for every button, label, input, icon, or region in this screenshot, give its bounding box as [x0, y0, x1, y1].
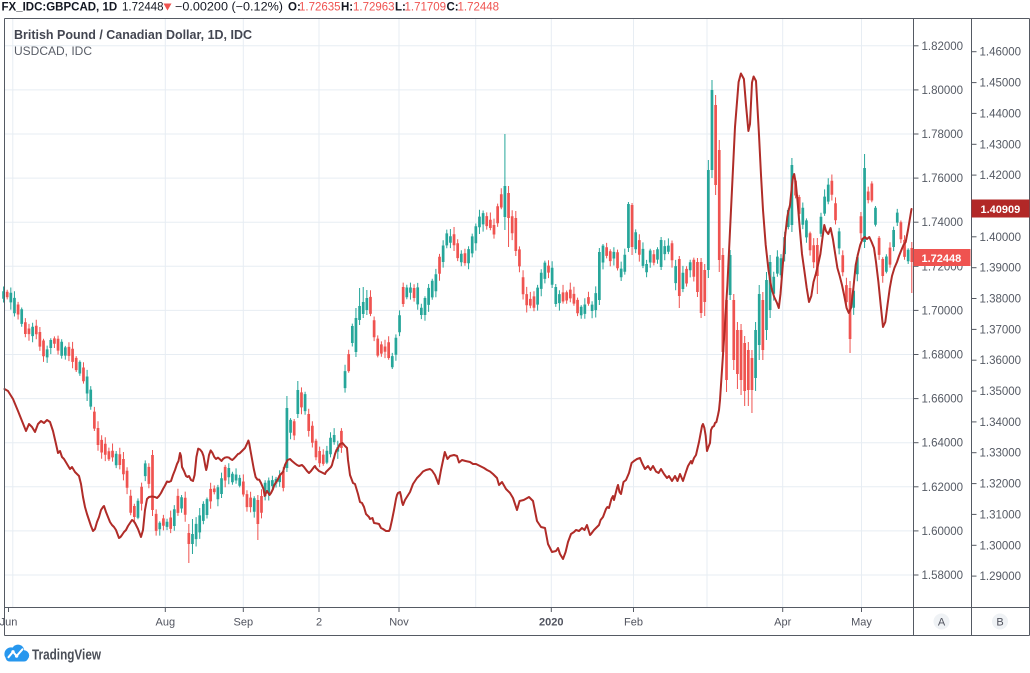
svg-text:May: May	[851, 617, 872, 629]
svg-text:1.76000: 1.76000	[922, 173, 964, 185]
svg-text:A: A	[938, 617, 946, 629]
svg-text:2020: 2020	[539, 617, 563, 629]
svg-text:1.40909: 1.40909	[981, 204, 1021, 216]
svg-text:1.40000: 1.40000	[980, 232, 1022, 244]
svg-text:1.42000: 1.42000	[980, 170, 1022, 182]
svg-text:1.82000: 1.82000	[922, 41, 964, 53]
svg-text:1.68000: 1.68000	[922, 350, 964, 362]
svg-text:FX_IDC:GBPCAD, 1D: FX_IDC:GBPCAD, 1D	[2, 2, 118, 14]
svg-text:Apr: Apr	[774, 617, 791, 629]
svg-text:1.37000: 1.37000	[980, 324, 1022, 336]
svg-text:L:: L:	[395, 2, 406, 14]
svg-text:TradingView: TradingView	[32, 647, 101, 664]
svg-text:1.72448: 1.72448	[922, 253, 962, 265]
svg-text:1.72448: 1.72448	[458, 2, 500, 14]
svg-text:1.80000: 1.80000	[922, 85, 964, 97]
svg-text:1.45000: 1.45000	[980, 78, 1022, 90]
svg-text:B: B	[996, 617, 1003, 629]
svg-text:Jun: Jun	[0, 617, 17, 629]
svg-text:1.29000: 1.29000	[980, 571, 1022, 583]
svg-text:1.32000: 1.32000	[980, 479, 1022, 491]
svg-text:1.78000: 1.78000	[922, 129, 964, 141]
svg-text:1.66000: 1.66000	[922, 394, 964, 406]
svg-text:1.72963: 1.72963	[353, 2, 395, 14]
svg-text:1.46000: 1.46000	[980, 47, 1022, 59]
svg-text:1.35000: 1.35000	[980, 386, 1022, 398]
svg-text:USDCAD, IDC: USDCAD, IDC	[14, 44, 92, 58]
svg-text:1.70000: 1.70000	[922, 305, 964, 317]
svg-text:1.30000: 1.30000	[980, 540, 1022, 552]
svg-text:1.34000: 1.34000	[980, 417, 1022, 429]
svg-text:1.33000: 1.33000	[980, 448, 1022, 460]
svg-text:1.31000: 1.31000	[980, 509, 1022, 521]
svg-text:1.72635: 1.72635	[299, 2, 341, 14]
svg-text:1.62000: 1.62000	[922, 482, 964, 494]
svg-text:1.72448: 1.72448	[122, 2, 164, 14]
svg-text:1.60000: 1.60000	[922, 526, 964, 538]
svg-text:Sep: Sep	[234, 617, 254, 629]
svg-text:1.39000: 1.39000	[980, 263, 1022, 275]
svg-text:H:: H:	[341, 2, 353, 14]
svg-text:Aug: Aug	[156, 617, 176, 629]
svg-text:1.58000: 1.58000	[922, 570, 964, 582]
svg-text:British Pound / Canadian Dolla: British Pound / Canadian Dollar, 1D, IDC	[14, 27, 253, 42]
svg-text:1.43000: 1.43000	[980, 139, 1022, 151]
svg-text:1.38000: 1.38000	[980, 294, 1022, 306]
svg-text:1.44000: 1.44000	[980, 108, 1022, 120]
svg-text:1.71709: 1.71709	[405, 2, 447, 14]
svg-text:1.74000: 1.74000	[922, 217, 964, 229]
svg-text:Feb: Feb	[624, 617, 643, 629]
svg-text:1.64000: 1.64000	[922, 438, 964, 450]
svg-text:Nov: Nov	[389, 617, 409, 629]
svg-text:C:: C:	[447, 2, 459, 14]
svg-text:−0.00200 (−0.12%): −0.00200 (−0.12%)	[175, 2, 283, 14]
svg-text:1.36000: 1.36000	[980, 355, 1022, 367]
svg-text:O:: O:	[288, 2, 301, 14]
svg-text:2: 2	[316, 617, 322, 629]
